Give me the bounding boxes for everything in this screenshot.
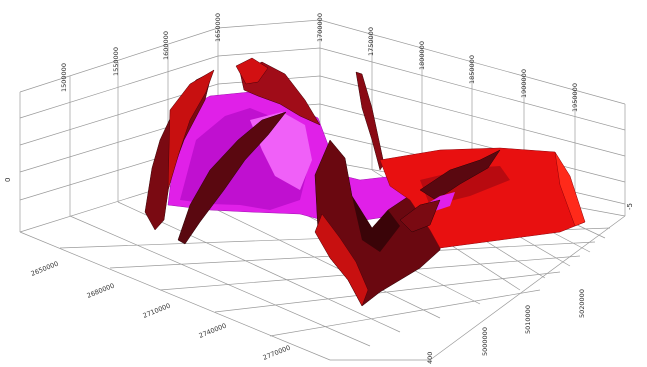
tick-left-3: 2710000 xyxy=(142,302,172,320)
tick-top-3: 1600000 xyxy=(162,31,170,60)
tick-top-1: 1500000 xyxy=(60,63,68,92)
top-axis-ticks: 1500000 1550000 1600000 1650000 1700000 … xyxy=(60,13,579,112)
surface-layer xyxy=(144,57,586,307)
tick-left-4: 2740000 xyxy=(198,322,228,340)
tick-right-2: 5010000 xyxy=(524,305,532,334)
left-vertical-label: 0 xyxy=(4,178,12,182)
tick-top-10: 1950000 xyxy=(571,83,579,112)
tick-top-9: 1900000 xyxy=(520,69,528,98)
tick-right-1: 5000000 xyxy=(481,327,489,356)
right-vertical-label: -5 xyxy=(626,203,634,210)
tick-top-6: 1750000 xyxy=(367,27,375,56)
bottom-corner-label: 400 xyxy=(426,352,434,364)
tick-top-4: 1650000 xyxy=(214,13,222,42)
left-floor-ticks: 2650000 2680000 2710000 2740000 2770000 xyxy=(30,260,292,362)
tick-top-2: 1550000 xyxy=(112,47,120,76)
tick-left-5: 2770000 xyxy=(262,344,292,362)
tick-left-1: 2650000 xyxy=(30,260,60,278)
surface-red-slab xyxy=(379,147,586,249)
surface-spike xyxy=(355,71,385,171)
tick-top-8: 1850000 xyxy=(468,55,476,84)
tick-right-3: 5020000 xyxy=(578,289,586,318)
tick-left-2: 2680000 xyxy=(86,282,116,300)
tick-top-5: 1700000 xyxy=(316,13,324,42)
right-floor-ticks: 5000000 5010000 5020000 xyxy=(481,289,586,356)
tick-top-7: 1800000 xyxy=(418,41,426,70)
